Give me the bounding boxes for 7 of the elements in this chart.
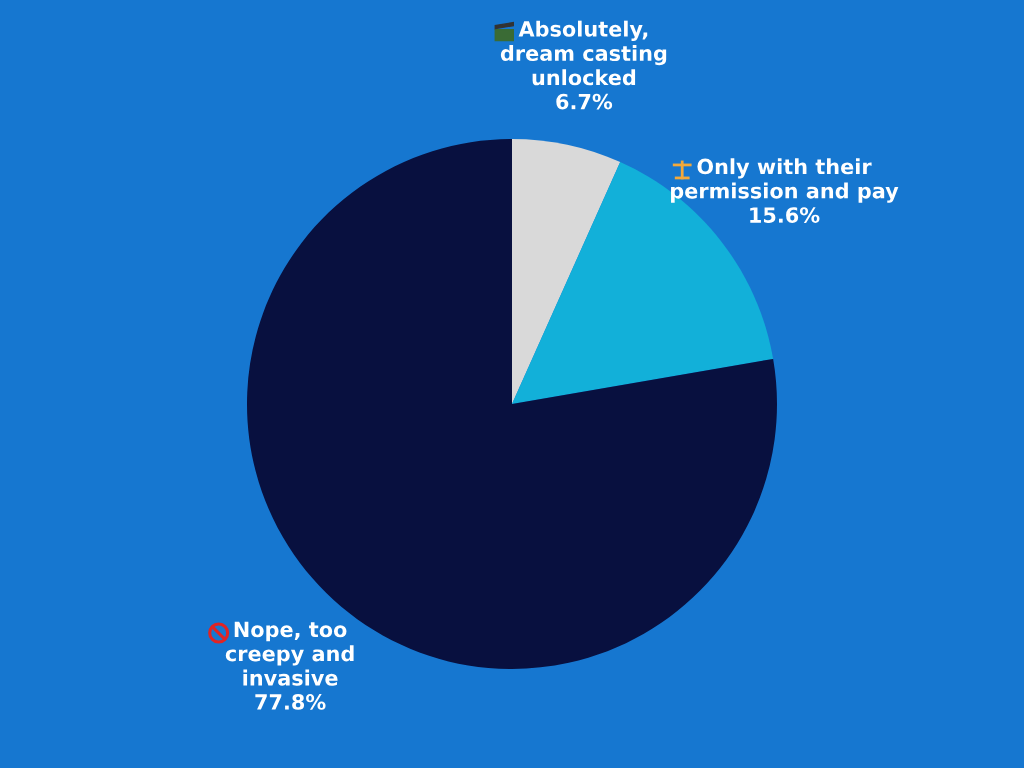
- data-label: 6.7%: [556, 93, 613, 110]
- slice-label: Absolutely, dream casting unlocked: [500, 20, 667, 86]
- slice-label: Nope, too creepy and invasive: [225, 621, 354, 686]
- pie-slice: [512, 139, 621, 404]
- slice-label: Only with their permission and pay: [671, 158, 899, 203]
- data-label: 77.8%: [255, 694, 326, 710]
- data-label: 15.6%: [750, 207, 820, 223]
